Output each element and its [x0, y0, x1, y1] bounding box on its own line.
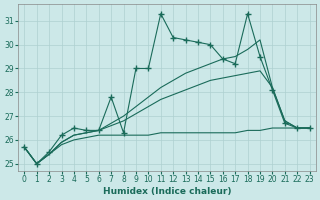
X-axis label: Humidex (Indice chaleur): Humidex (Indice chaleur) [103, 187, 231, 196]
